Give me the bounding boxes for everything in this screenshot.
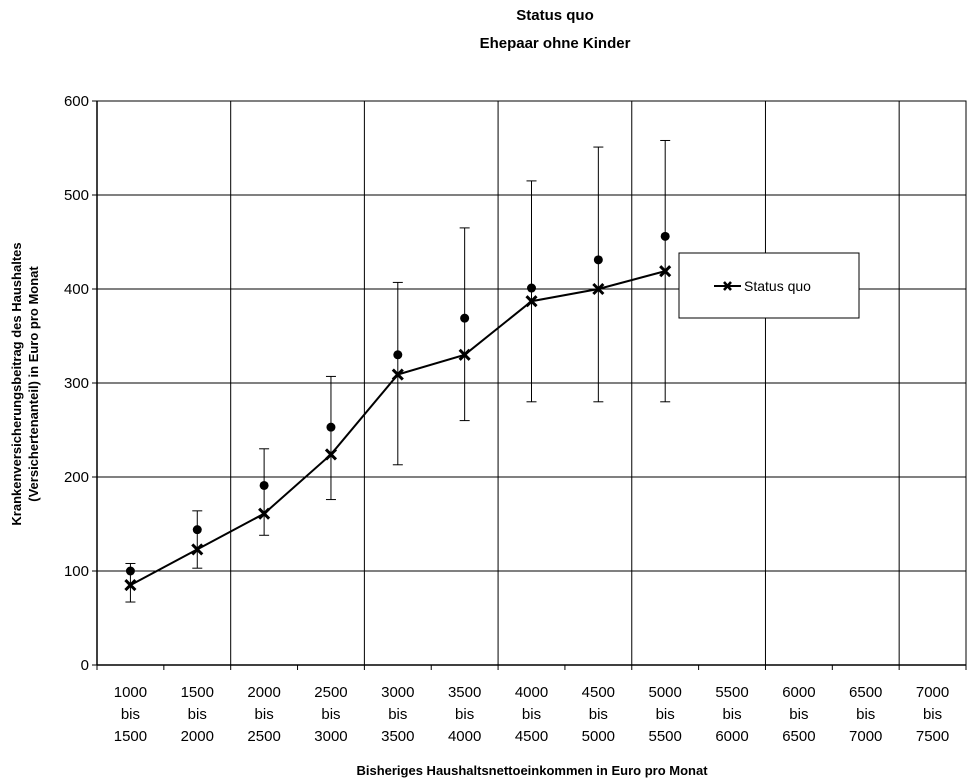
x-tick-label: bis: [121, 706, 140, 723]
x-tick-label: bis: [388, 706, 407, 723]
x-tick-label: 5500: [715, 684, 748, 701]
series-status-quo: [124, 265, 672, 592]
data-point: [391, 368, 404, 381]
legend-label: Status quo: [744, 278, 811, 294]
mean-point: [460, 313, 470, 323]
x-tick-label: bis: [722, 706, 741, 723]
chart-subtitle: Ehepaar ohne Kinder: [480, 35, 631, 52]
mean-point: [125, 566, 135, 576]
legend-marker: [723, 281, 732, 291]
x-tick-label: 6000: [715, 728, 748, 745]
x-tick-label: 3000: [314, 728, 347, 745]
x-tick-label: 6500: [849, 684, 882, 701]
data-point: [659, 265, 672, 278]
data-point: [124, 579, 137, 592]
x-tick-label: 3500: [448, 684, 481, 701]
y-ticks: 0 100 200 300 400 500 600: [64, 93, 89, 674]
y-tick-label: 100: [64, 563, 89, 580]
legend-box: [678, 252, 860, 319]
x-tick-label: 5000: [582, 728, 615, 745]
x-tick-label: bis: [923, 706, 942, 723]
x-tick-label: 2000: [181, 728, 214, 745]
x-tick-label: 3000: [381, 684, 414, 701]
x-tick-label: 4000: [448, 728, 481, 745]
y-axis-label-line1: Krankenversicherungsbeitrag des Haushalt…: [9, 242, 24, 525]
x-tick-label: 7000: [916, 684, 949, 701]
x-tick-label: 2500: [247, 728, 280, 745]
x-tick-label: 6500: [782, 728, 815, 745]
y-tick-label: 300: [64, 375, 89, 392]
mean-point: [660, 231, 670, 241]
data-point: [324, 448, 338, 461]
x-tick-label: bis: [321, 706, 340, 723]
chart-title: Status quo: [516, 7, 594, 24]
x-tick-label: bis: [188, 706, 207, 723]
x-tick-label: 3500: [381, 728, 414, 745]
mean-point: [593, 255, 603, 265]
data-point: [191, 543, 204, 556]
x-tick-label: bis: [589, 706, 608, 723]
x-tick-label: bis: [255, 706, 274, 723]
x-tick-label: 5500: [649, 728, 682, 745]
x-tick-label: 4500: [582, 684, 615, 701]
x-tick-label: bis: [522, 706, 541, 723]
x-tick-label: bis: [789, 706, 808, 723]
y-tick-label: 0: [81, 657, 89, 674]
data-point: [592, 282, 605, 296]
y-tick-label: 600: [64, 93, 89, 110]
data-point: [258, 507, 271, 520]
x-tick-label: 4500: [515, 728, 548, 745]
data-point: [458, 348, 471, 361]
y-tick-label: 400: [64, 281, 89, 298]
x-tick-label: 1000: [114, 684, 147, 701]
x-tick-label: 1500: [181, 684, 214, 701]
x-axis-label: Bisheriges Haushaltsnettoeinkommen in Eu…: [356, 763, 708, 778]
x-tick-label: 2500: [314, 684, 347, 701]
y-tick-label: 200: [64, 469, 89, 486]
x-tick-label: 6000: [782, 684, 815, 701]
x-tick-label: bis: [455, 706, 474, 723]
mean-point: [259, 480, 269, 490]
x-tick-label: bis: [656, 706, 675, 723]
x-tick-label: 2000: [247, 684, 280, 701]
x-ticks: 1000 bis 1500 1500 bis 2000 2000 bis 2500 2500 bis…: [114, 684, 950, 745]
data-point: [525, 295, 538, 308]
legend: Status quo: [678, 252, 860, 319]
mean-point: [192, 525, 202, 535]
y-tick-label: 500: [64, 187, 89, 204]
error-bars: [125, 139, 671, 603]
x-tick-label: 1500: [114, 728, 147, 745]
x-tick-label: bis: [856, 706, 875, 723]
x-tick-label: 7000: [849, 728, 882, 745]
x-tick-label: 7500: [916, 728, 949, 745]
mean-point: [393, 350, 403, 360]
y-axis-label-line2: (Versichertenanteil) in Euro pro Monat: [26, 266, 41, 502]
mean-points: [125, 231, 670, 576]
x-tick-label: 4000: [515, 684, 548, 701]
mean-point: [326, 422, 336, 432]
x-tick-label: 5000: [649, 684, 682, 701]
grid: [92, 100, 967, 670]
mean-point: [527, 283, 536, 293]
